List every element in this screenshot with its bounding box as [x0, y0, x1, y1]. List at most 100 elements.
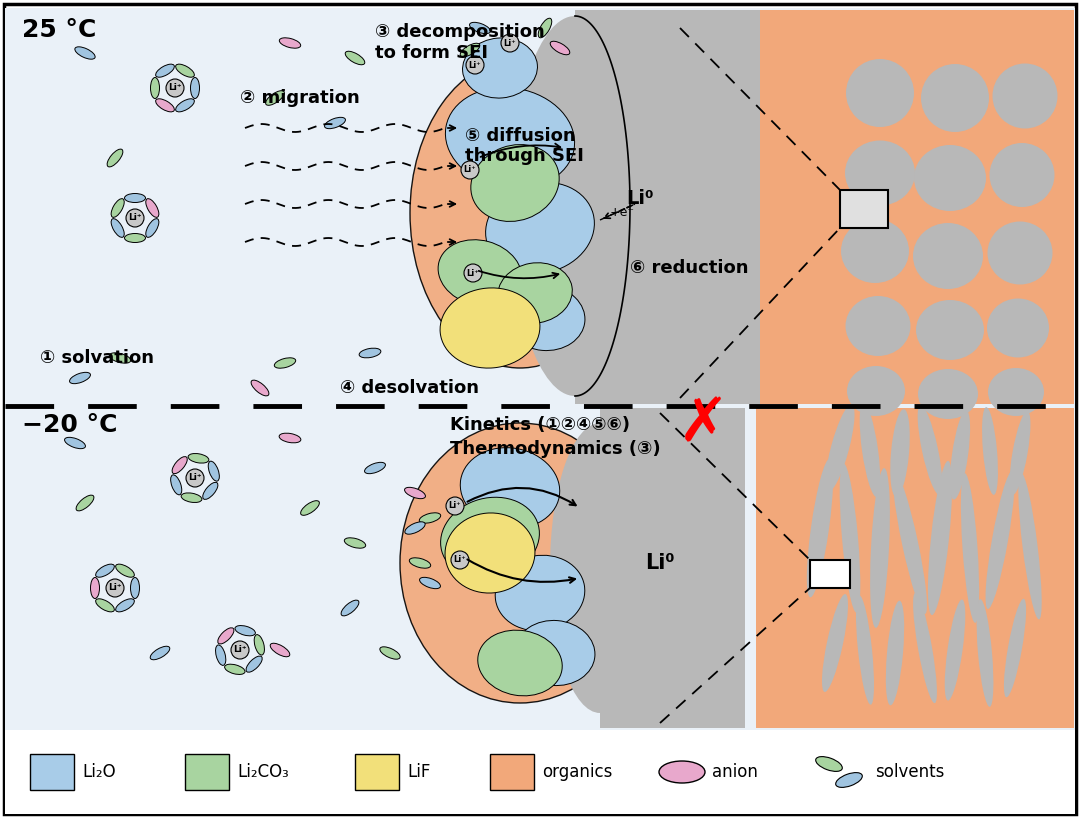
Text: ③ decomposition
to form SEI: ③ decomposition to form SEI [375, 23, 544, 62]
Ellipse shape [400, 423, 640, 703]
Text: Li⁺: Li⁺ [168, 83, 181, 92]
Ellipse shape [341, 600, 359, 616]
Ellipse shape [116, 599, 134, 612]
Text: Li₂O: Li₂O [82, 763, 116, 781]
Ellipse shape [1004, 599, 1026, 697]
Text: −20 °C: −20 °C [22, 413, 118, 437]
Circle shape [501, 34, 519, 52]
Ellipse shape [659, 761, 705, 783]
Ellipse shape [860, 403, 880, 497]
Ellipse shape [822, 594, 848, 692]
Ellipse shape [825, 404, 854, 492]
FancyBboxPatch shape [490, 754, 534, 790]
Ellipse shape [409, 558, 431, 569]
Text: Li⁺: Li⁺ [463, 165, 476, 174]
Ellipse shape [405, 522, 426, 534]
Text: Kinetics (①②④⑤⑥): Kinetics (①②④⑤⑥) [450, 416, 630, 434]
FancyBboxPatch shape [756, 408, 1074, 728]
Ellipse shape [870, 468, 890, 628]
Ellipse shape [550, 41, 570, 55]
Ellipse shape [845, 141, 915, 205]
Ellipse shape [218, 627, 234, 644]
Ellipse shape [460, 43, 480, 56]
Ellipse shape [477, 630, 563, 696]
Ellipse shape [246, 656, 262, 672]
Ellipse shape [280, 38, 300, 48]
Ellipse shape [405, 488, 426, 499]
Ellipse shape [550, 423, 650, 713]
Ellipse shape [190, 78, 200, 98]
Ellipse shape [124, 194, 146, 203]
FancyBboxPatch shape [600, 408, 745, 728]
Ellipse shape [208, 461, 219, 481]
Text: Li⁺: Li⁺ [108, 583, 122, 592]
Ellipse shape [916, 300, 984, 360]
Ellipse shape [913, 593, 937, 703]
Ellipse shape [856, 596, 874, 704]
Ellipse shape [150, 646, 170, 660]
Ellipse shape [987, 222, 1053, 285]
Ellipse shape [279, 434, 301, 443]
FancyBboxPatch shape [5, 406, 1075, 730]
Ellipse shape [171, 475, 181, 495]
FancyBboxPatch shape [355, 754, 399, 790]
Text: Li⁰: Li⁰ [626, 188, 653, 208]
Ellipse shape [893, 472, 927, 614]
Ellipse shape [886, 600, 904, 705]
Ellipse shape [847, 366, 905, 416]
Ellipse shape [76, 495, 94, 511]
Text: Li⁺: Li⁺ [454, 555, 467, 564]
Text: ✗: ✗ [677, 395, 729, 455]
FancyBboxPatch shape [756, 10, 1074, 404]
Text: ② migration: ② migration [240, 89, 360, 107]
Ellipse shape [471, 145, 559, 222]
Ellipse shape [131, 578, 139, 599]
Ellipse shape [346, 52, 365, 65]
Ellipse shape [945, 600, 966, 700]
Ellipse shape [538, 18, 552, 38]
Ellipse shape [251, 380, 269, 396]
Ellipse shape [300, 501, 320, 515]
FancyBboxPatch shape [840, 190, 888, 228]
Ellipse shape [462, 38, 538, 98]
Ellipse shape [438, 240, 522, 306]
Text: ⑥ reduction: ⑥ reduction [630, 259, 748, 277]
Ellipse shape [176, 99, 194, 112]
FancyBboxPatch shape [575, 10, 760, 404]
Circle shape [464, 264, 482, 282]
Ellipse shape [918, 405, 943, 495]
Ellipse shape [176, 64, 194, 77]
FancyBboxPatch shape [185, 754, 229, 790]
Ellipse shape [124, 233, 146, 242]
Ellipse shape [266, 91, 284, 106]
Circle shape [451, 551, 469, 569]
Text: Li⁺: Li⁺ [129, 213, 141, 222]
Text: Li⁺: Li⁺ [467, 268, 480, 277]
Ellipse shape [107, 149, 123, 167]
Ellipse shape [986, 471, 1014, 609]
Ellipse shape [410, 58, 630, 368]
Ellipse shape [150, 78, 160, 98]
Circle shape [231, 641, 249, 659]
Text: organics: organics [542, 763, 612, 781]
Ellipse shape [445, 88, 575, 188]
Ellipse shape [836, 773, 862, 788]
Text: Li⁺: Li⁺ [233, 645, 246, 654]
Ellipse shape [146, 199, 159, 218]
Ellipse shape [914, 145, 986, 211]
Circle shape [126, 209, 144, 227]
Ellipse shape [270, 643, 289, 657]
Ellipse shape [993, 64, 1057, 128]
Ellipse shape [325, 117, 346, 128]
FancyBboxPatch shape [810, 560, 850, 588]
Ellipse shape [815, 757, 842, 771]
Ellipse shape [928, 461, 953, 615]
Ellipse shape [96, 599, 114, 612]
Ellipse shape [419, 513, 441, 524]
Ellipse shape [1010, 411, 1030, 495]
Ellipse shape [274, 357, 296, 368]
Ellipse shape [460, 447, 559, 528]
Text: Li⁺: Li⁺ [469, 61, 482, 70]
Circle shape [461, 161, 480, 179]
Ellipse shape [111, 218, 124, 237]
